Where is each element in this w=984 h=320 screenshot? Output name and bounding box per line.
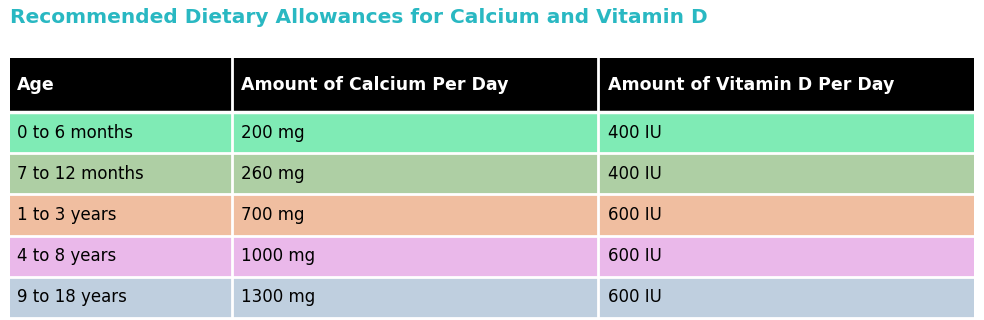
Text: Recommended Dietary Allowances for Calcium and Vitamin D: Recommended Dietary Allowances for Calci… <box>10 8 707 27</box>
Bar <box>10 277 231 318</box>
Bar <box>10 194 231 236</box>
Text: 600 IU: 600 IU <box>608 288 661 306</box>
Text: 600 IU: 600 IU <box>608 206 661 224</box>
Text: 1000 mg: 1000 mg <box>241 247 315 265</box>
Text: 600 IU: 600 IU <box>608 247 661 265</box>
Text: 200 mg: 200 mg <box>241 124 305 141</box>
Bar <box>10 236 231 277</box>
Bar <box>231 112 598 153</box>
Text: Age: Age <box>17 76 55 94</box>
Text: 9 to 18 years: 9 to 18 years <box>17 288 127 306</box>
Bar <box>231 236 598 277</box>
Bar <box>231 194 598 236</box>
Text: 0 to 6 months: 0 to 6 months <box>17 124 133 141</box>
Text: 700 mg: 700 mg <box>241 206 305 224</box>
Bar <box>598 277 974 318</box>
Bar <box>598 153 974 194</box>
Text: 7 to 12 months: 7 to 12 months <box>17 165 144 183</box>
Text: 1300 mg: 1300 mg <box>241 288 316 306</box>
Bar <box>231 277 598 318</box>
Bar <box>10 112 231 153</box>
Bar <box>10 153 231 194</box>
Text: 400 IU: 400 IU <box>608 124 661 141</box>
Text: Amount of Calcium Per Day: Amount of Calcium Per Day <box>241 76 509 94</box>
Bar <box>598 236 974 277</box>
Text: 260 mg: 260 mg <box>241 165 305 183</box>
Bar <box>231 58 598 112</box>
Bar <box>598 112 974 153</box>
Text: Amount of Vitamin D Per Day: Amount of Vitamin D Per Day <box>608 76 894 94</box>
Bar <box>231 153 598 194</box>
Bar <box>598 194 974 236</box>
Text: 4 to 8 years: 4 to 8 years <box>17 247 116 265</box>
Text: 400 IU: 400 IU <box>608 165 661 183</box>
Bar <box>10 58 231 112</box>
Bar <box>598 58 974 112</box>
Text: 1 to 3 years: 1 to 3 years <box>17 206 117 224</box>
